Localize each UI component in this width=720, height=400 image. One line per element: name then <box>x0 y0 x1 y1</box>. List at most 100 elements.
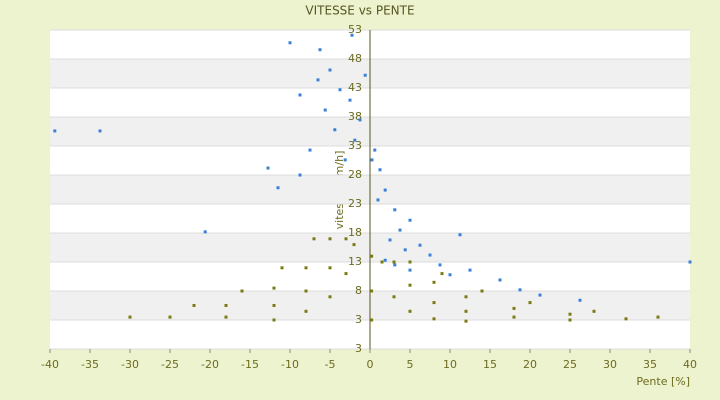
point <box>224 304 228 307</box>
point <box>464 295 468 299</box>
point <box>168 315 172 319</box>
point <box>418 243 422 247</box>
point <box>380 260 384 264</box>
point <box>656 315 660 319</box>
point <box>480 289 484 293</box>
x-tick-label: 35 <box>643 358 657 371</box>
point <box>328 295 332 299</box>
point <box>318 48 322 52</box>
point <box>328 68 332 72</box>
point <box>224 315 228 319</box>
y-tick-label: 23 <box>348 197 362 210</box>
point <box>376 198 380 202</box>
point <box>304 309 308 313</box>
point <box>408 260 412 264</box>
point <box>343 158 347 162</box>
point <box>432 317 436 321</box>
point <box>568 312 572 316</box>
point <box>373 148 377 152</box>
point <box>568 318 572 322</box>
y-tick-label: 13 <box>348 255 362 268</box>
point <box>688 260 692 264</box>
x-tick-label: 40 <box>683 358 697 371</box>
x-tick-label: -35 <box>81 358 99 371</box>
x-tick-label: 20 <box>523 358 537 371</box>
x-tick-label: 30 <box>603 358 617 371</box>
point <box>363 73 367 77</box>
point <box>512 306 516 310</box>
point <box>448 273 452 277</box>
point <box>348 98 352 102</box>
point <box>438 263 442 267</box>
y-tick-label: 48 <box>348 52 362 65</box>
point <box>408 268 412 272</box>
point <box>512 315 516 319</box>
x-tick-label: -15 <box>241 358 259 371</box>
x-tick-label: -40 <box>41 358 59 371</box>
y-tick-label: 18 <box>348 226 362 239</box>
point <box>392 295 396 299</box>
point <box>592 309 596 313</box>
y-tick-label: 28 <box>348 168 362 181</box>
point <box>288 41 292 45</box>
point <box>304 289 308 293</box>
point <box>298 173 302 177</box>
point <box>203 230 207 234</box>
point <box>272 286 276 290</box>
y-tick-label: 43 <box>348 81 362 94</box>
point <box>353 138 357 142</box>
point <box>350 33 354 37</box>
point <box>398 228 402 232</box>
point <box>393 208 397 212</box>
y-tick-label: 33 <box>348 139 362 152</box>
point <box>276 186 280 190</box>
point <box>518 288 522 292</box>
point <box>370 318 374 322</box>
point <box>528 301 532 305</box>
point <box>280 266 284 270</box>
y-tick-label: 8 <box>355 284 362 297</box>
point <box>393 263 397 267</box>
y-tick-label: 3 <box>355 313 362 326</box>
point <box>464 319 468 323</box>
point <box>624 317 628 321</box>
point <box>328 266 332 270</box>
point <box>298 93 302 97</box>
point <box>468 268 472 272</box>
point <box>308 148 312 152</box>
point <box>358 118 362 122</box>
point <box>272 318 276 322</box>
point <box>498 278 502 282</box>
x-tick-label: 25 <box>563 358 577 371</box>
point <box>408 283 412 287</box>
point <box>240 289 244 293</box>
point <box>408 309 412 313</box>
point <box>578 298 582 302</box>
point <box>432 280 436 284</box>
point <box>388 238 392 242</box>
point <box>428 253 432 257</box>
point <box>128 315 132 319</box>
x-tick-label: -5 <box>325 358 336 371</box>
point <box>440 272 444 276</box>
point <box>383 258 387 262</box>
point <box>316 78 320 82</box>
point <box>378 168 382 172</box>
point <box>328 237 332 241</box>
point <box>408 218 412 222</box>
y-tick-label: 53 <box>348 23 362 36</box>
x-tick-label: 10 <box>443 358 457 371</box>
point <box>538 293 542 297</box>
point <box>323 108 327 112</box>
point <box>312 237 316 241</box>
point <box>458 233 462 237</box>
point <box>272 304 276 307</box>
point <box>432 301 436 305</box>
point <box>98 129 102 133</box>
point <box>53 129 57 133</box>
x-tick-label: -20 <box>201 358 219 371</box>
point <box>370 289 374 293</box>
x-tick-label: -10 <box>281 358 299 371</box>
point <box>464 309 468 313</box>
